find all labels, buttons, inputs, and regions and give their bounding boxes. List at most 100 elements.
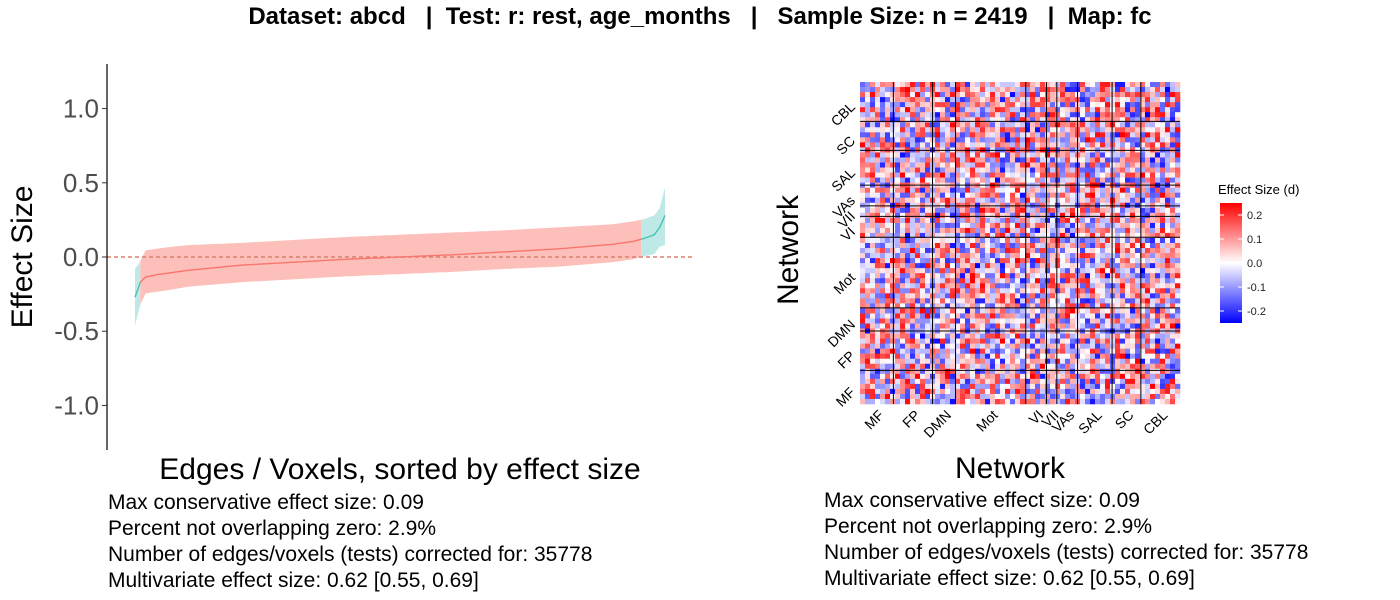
matrix-cell <box>1100 298 1106 304</box>
matrix-cell <box>915 373 921 380</box>
matrix-cell <box>880 348 886 354</box>
matrix-cell <box>1175 87 1181 93</box>
matrix-cell <box>1090 122 1096 128</box>
matrix-cell <box>865 268 871 274</box>
matrix-cell <box>875 278 881 284</box>
matrix-cell <box>1045 237 1051 244</box>
matrix-cell <box>1105 232 1111 239</box>
matrix-cell <box>965 217 971 224</box>
matrix-cell <box>880 393 886 400</box>
matrix-cell <box>1070 313 1076 319</box>
matrix-cell <box>1045 258 1051 264</box>
matrix-cell <box>1025 192 1031 199</box>
matrix-cell <box>1005 333 1011 339</box>
matrix-cell <box>945 313 951 319</box>
matrix-cell <box>905 222 911 229</box>
matrix-cell <box>875 348 881 354</box>
matrix-cell <box>975 253 981 259</box>
matrix-cell <box>1030 187 1036 193</box>
matrix-cell <box>950 222 956 229</box>
matrix-cell <box>1090 232 1096 239</box>
matrix-cell <box>1160 172 1166 178</box>
matrix-cell <box>1090 142 1096 148</box>
matrix-cell <box>950 343 956 349</box>
matrix-cell <box>1040 393 1046 400</box>
matrix-cell <box>1125 278 1131 284</box>
matrix-cell <box>885 308 891 314</box>
matrix-cell <box>870 112 876 118</box>
matrix-cell <box>1045 152 1051 158</box>
matrix-cell <box>875 323 881 329</box>
matrix-cell <box>960 187 966 193</box>
matrix-cell <box>950 127 956 133</box>
matrix-cell <box>1070 243 1076 249</box>
matrix-cell <box>915 348 921 354</box>
matrix-cell <box>1005 107 1011 113</box>
matrix-cell <box>1090 227 1096 234</box>
matrix-cell <box>1055 368 1061 375</box>
matrix-cell <box>985 313 991 319</box>
matrix-cell <box>1155 263 1161 269</box>
matrix-cell <box>975 157 981 163</box>
matrix-cell <box>1170 338 1176 344</box>
matrix-cell <box>1030 293 1036 299</box>
matrix-cell <box>1025 117 1031 123</box>
matrix-cell <box>1135 82 1141 88</box>
matrix-cell <box>1160 187 1166 193</box>
matrix-cell <box>1035 112 1041 118</box>
matrix-cell <box>870 288 876 294</box>
matrix-cell <box>970 398 976 405</box>
matrix-cell <box>1035 187 1041 193</box>
matrix-cell <box>895 127 901 133</box>
matrix-cell <box>1010 97 1016 103</box>
matrix-cell <box>1010 273 1016 279</box>
matrix-cell <box>1080 393 1086 400</box>
matrix-cell <box>860 253 866 259</box>
matrix-cell <box>910 192 916 199</box>
matrix-cell <box>995 142 1001 148</box>
matrix-cell <box>1170 212 1176 219</box>
matrix-cell <box>910 142 916 148</box>
matrix-cell <box>1045 172 1051 178</box>
matrix-cell <box>995 212 1001 219</box>
matrix-cell <box>1130 278 1136 284</box>
matrix-cell <box>1160 243 1166 249</box>
matrix-cell <box>1130 87 1136 93</box>
matrix-cell <box>1025 202 1031 209</box>
matrix-cell <box>1030 283 1036 289</box>
matrix-cell <box>1050 268 1056 274</box>
legend-tick-label: -0.1 <box>1247 282 1266 294</box>
matrix-cell <box>975 127 981 133</box>
matrix-cell <box>1145 383 1151 390</box>
matrix-cell <box>1150 338 1156 344</box>
matrix-cell <box>945 343 951 349</box>
matrix-cell <box>975 167 981 173</box>
matrix-cell <box>970 288 976 294</box>
matrix-cell <box>915 303 921 309</box>
matrix-cell <box>995 117 1001 123</box>
matrix-cell <box>1140 313 1146 319</box>
matrix-cell <box>980 248 986 254</box>
matrix-cell <box>1170 308 1176 314</box>
matrix-cell <box>920 122 926 128</box>
matrix-cell <box>1000 348 1006 354</box>
matrix-cell <box>1025 102 1031 108</box>
matrix-cell <box>1015 142 1021 148</box>
matrix-cell <box>945 348 951 354</box>
matrix-cell <box>925 197 931 204</box>
matrix-cell <box>1070 222 1076 229</box>
matrix-cell <box>945 112 951 118</box>
matrix-cell <box>1105 97 1111 103</box>
matrix-cell <box>950 167 956 173</box>
matrix-cell <box>890 97 896 103</box>
matrix-cell <box>1175 278 1181 284</box>
matrix-cell <box>1140 117 1146 123</box>
matrix-cell <box>1035 167 1041 173</box>
matrix-cell <box>950 393 956 400</box>
matrix-cell <box>1080 303 1086 309</box>
matrix-cell <box>965 167 971 173</box>
matrix-cell <box>860 162 866 168</box>
x-axis-title: Network <box>955 452 1066 485</box>
matrix-cell <box>1000 152 1006 158</box>
matrix-cell <box>1160 112 1166 118</box>
